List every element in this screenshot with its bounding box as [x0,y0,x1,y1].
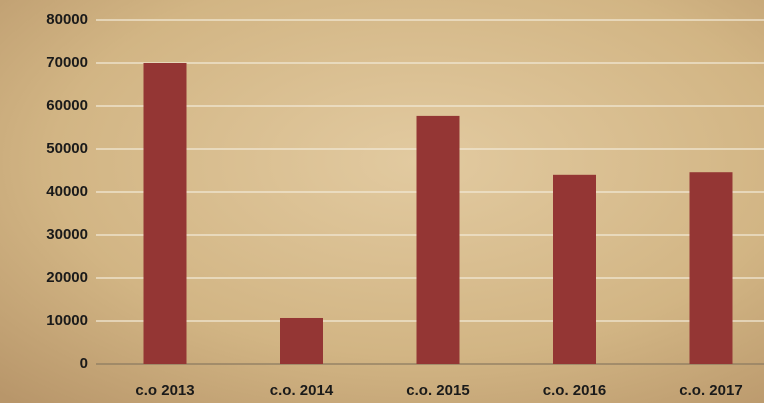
bar [690,172,733,364]
y-tick-label: 70000 [46,54,88,71]
y-tick-label: 80000 [46,11,88,28]
bar [417,116,460,364]
x-tick-label: c.o 2013 [135,382,194,399]
y-tick-label: 10000 [46,312,88,329]
bar [280,318,323,364]
y-tick-label: 50000 [46,140,88,157]
x-tick-label: c.o. 2014 [270,382,334,399]
background [0,0,764,403]
y-tick-label: 30000 [46,226,88,243]
x-tick-label: c.o. 2016 [543,382,606,399]
y-tick-label: 0 [80,355,88,372]
y-tick-label: 60000 [46,97,88,114]
chart: 0 10000 20000 30000 40000 50000 60000 70000 8000… [0,0,764,403]
x-tick-label: c.o. 2015 [406,382,469,399]
bar [553,175,596,364]
bar [144,63,187,364]
y-tick-label: 40000 [46,183,88,200]
y-tick-label: 20000 [46,269,88,286]
x-tick-label: c.o. 2017 [679,382,742,399]
